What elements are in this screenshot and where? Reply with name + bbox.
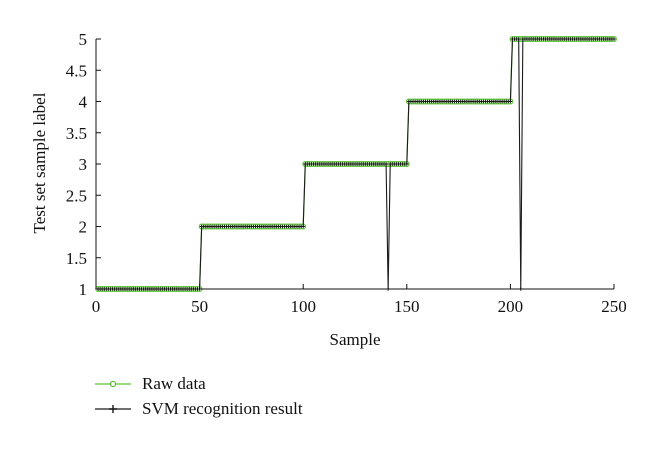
y-tick-label: 2 xyxy=(79,218,88,237)
x-tick-label: 150 xyxy=(394,297,420,316)
legend-label-raw-data: Raw data xyxy=(142,374,206,393)
y-tick-label: 2.5 xyxy=(66,186,87,205)
legend-entry-raw-data: Raw data xyxy=(95,374,206,393)
x-tick-label: 0 xyxy=(92,297,101,316)
svm-result-point xyxy=(384,162,388,166)
tick-labels: 0 50 100 150 200 250 1 1.5 2 2.5 3 3.5 4 4.5 5 xyxy=(66,30,627,316)
legend-marker-raw-data xyxy=(109,380,117,388)
y-tick-label: 1 xyxy=(79,280,88,299)
y-tick-label: 3 xyxy=(79,155,88,174)
y-tick-label: 5 xyxy=(79,30,88,49)
legend: Raw data SVM recognition result xyxy=(95,374,303,418)
y-tick-label: 3.5 xyxy=(66,124,87,143)
svm-result-point xyxy=(612,37,616,41)
x-tick-label: 100 xyxy=(290,297,316,316)
axes xyxy=(95,38,615,290)
x-tick-label: 250 xyxy=(601,297,627,316)
svm-result-point xyxy=(508,99,513,104)
y-tick-label: 4 xyxy=(79,93,88,112)
svm-result-point xyxy=(301,224,305,229)
svm-result-point xyxy=(516,37,521,41)
x-axis-label: Sample xyxy=(330,330,381,349)
y-tick-label: 1.5 xyxy=(66,249,87,268)
legend-marker-svm-result xyxy=(109,405,117,413)
x-tick-label: 200 xyxy=(498,297,524,316)
svm-result-point xyxy=(405,162,409,166)
y-axis-label: Test set sample label xyxy=(30,92,49,233)
legend-entry-svm-result: SVM recognition result xyxy=(95,399,303,418)
x-tick-label: 50 xyxy=(191,297,208,316)
y-tick-label: 4.5 xyxy=(66,61,87,80)
plot-area xyxy=(95,36,617,292)
legend-label-svm-result: SVM recognition result xyxy=(142,399,303,418)
